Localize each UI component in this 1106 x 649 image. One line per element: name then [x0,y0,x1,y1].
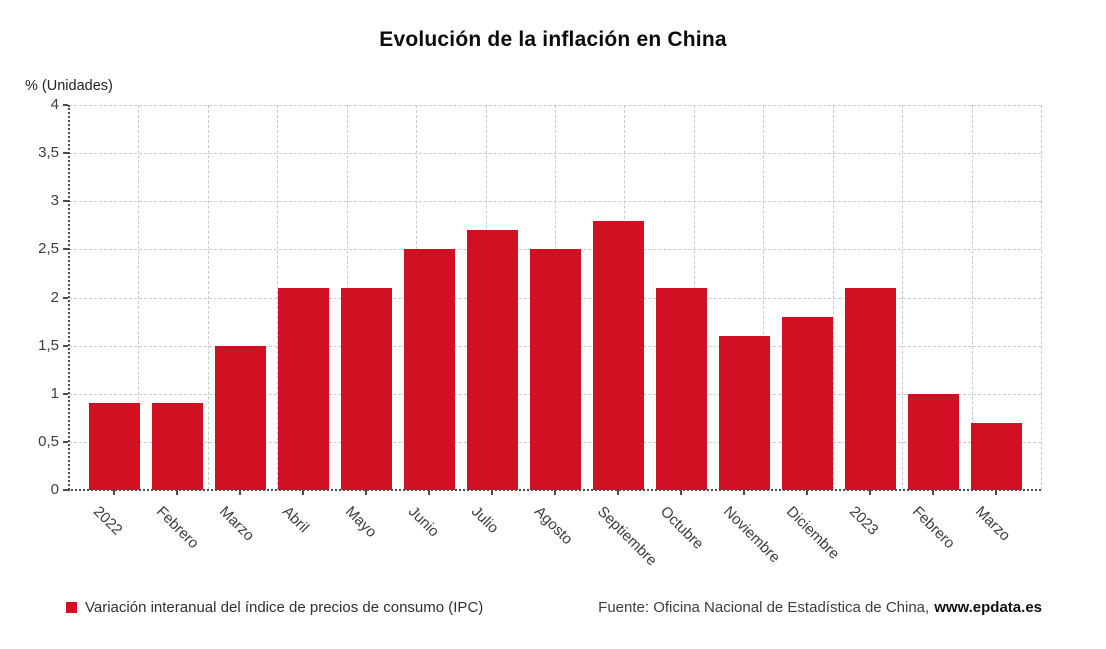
x-axis-label: Febrero [908,503,959,553]
legend: Variación interanual del índice de preci… [66,599,483,616]
x-axis-tick [869,490,871,495]
x-axis-tick [932,490,934,495]
x-axis-label: Mayo [341,503,380,541]
chart-footer: Variación interanual del índice de preci… [66,599,1042,616]
y-axis-label: 0 [50,481,59,498]
bar [340,287,392,490]
x-axis-label: Diciembre [782,503,843,563]
x-axis-tick [680,490,682,495]
y-axis-tick [63,248,68,251]
y-axis-tick [63,152,68,155]
bar [151,403,203,490]
y-axis-label: 3,5 [38,144,59,162]
x-axis-tick [995,490,997,495]
bar [844,287,896,490]
bar [592,220,644,490]
legend-marker-icon [66,602,77,613]
h-gridline [69,105,1041,106]
source-text: Fuente: Oficina Nacional de Estadística … [598,599,930,616]
bar [277,287,329,490]
x-axis-tick [302,490,304,495]
x-axis-label: Junio [404,503,443,541]
plot-area: 0 0,5 1 1,5 2 2,5 3 3,5 4 2022 Febrero Marzo Abril Ma… [38,96,1042,569]
y-axis-tick [63,489,68,491]
y-axis-label: 1,5 [38,336,59,354]
y-axis-tick [63,392,68,395]
source-link[interactable]: www.epdata.es [934,599,1042,616]
y-axis-line [68,105,70,490]
x-axis-tick [365,490,367,495]
x-axis-label: Septiembre [593,503,661,570]
x-axis-label: Noviembre [719,503,784,567]
bar [529,249,581,490]
y-axis-tick [63,344,68,347]
bar [403,249,455,490]
bar [88,403,140,490]
x-axis-tick [806,490,808,495]
x-axis-tick [491,490,493,495]
chart-title: Evolución de la inflación en China [379,28,727,51]
bar [214,345,266,490]
x-axis-label: Octubre [656,503,707,553]
x-axis-tick [617,490,619,495]
x-axis-label: Marzo [971,503,1014,545]
h-gridline [69,153,1041,155]
y-axis-label: 3 [50,192,59,210]
y-axis-tick [63,440,68,443]
x-axis-label: 2022 [89,503,126,539]
bar [718,336,770,490]
x-axis-label: Agosto [530,503,577,549]
bar [655,287,707,490]
y-axis-tick [63,104,68,106]
y-axis-tick [63,296,68,299]
y-axis-label: 1 [50,384,59,402]
x-axis-label: 2023 [845,503,882,539]
bar [781,316,833,490]
x-axis-tick [428,490,430,495]
x-axis-tick [743,490,745,495]
x-axis-label: Febrero [152,503,203,553]
x-axis-label: Marzo [215,503,258,545]
y-axis-tick [63,200,68,203]
legend-label: Variación interanual del índice de preci… [85,599,484,616]
y-axis-label: 4 [50,96,59,113]
source-attribution: Fuente: Oficina Nacional de Estadística … [598,599,1042,616]
y-axis-label: 0,5 [38,432,59,450]
x-axis-tick [239,490,241,495]
x-axis-tick [176,490,178,495]
x-axis-tick [554,490,556,495]
bar [907,393,959,490]
h-gridline [69,201,1041,203]
x-axis-tick [113,490,115,495]
x-axis-label: Julio [467,503,502,537]
v-gridline [1041,105,1042,490]
bar [466,230,518,490]
y-axis-label: 2,5 [38,240,59,258]
bar [970,422,1022,490]
y-axis-unit-label: % (Unidades) [25,78,113,94]
x-axis-label: Abril [278,503,313,537]
y-axis-label: 2 [50,288,59,306]
